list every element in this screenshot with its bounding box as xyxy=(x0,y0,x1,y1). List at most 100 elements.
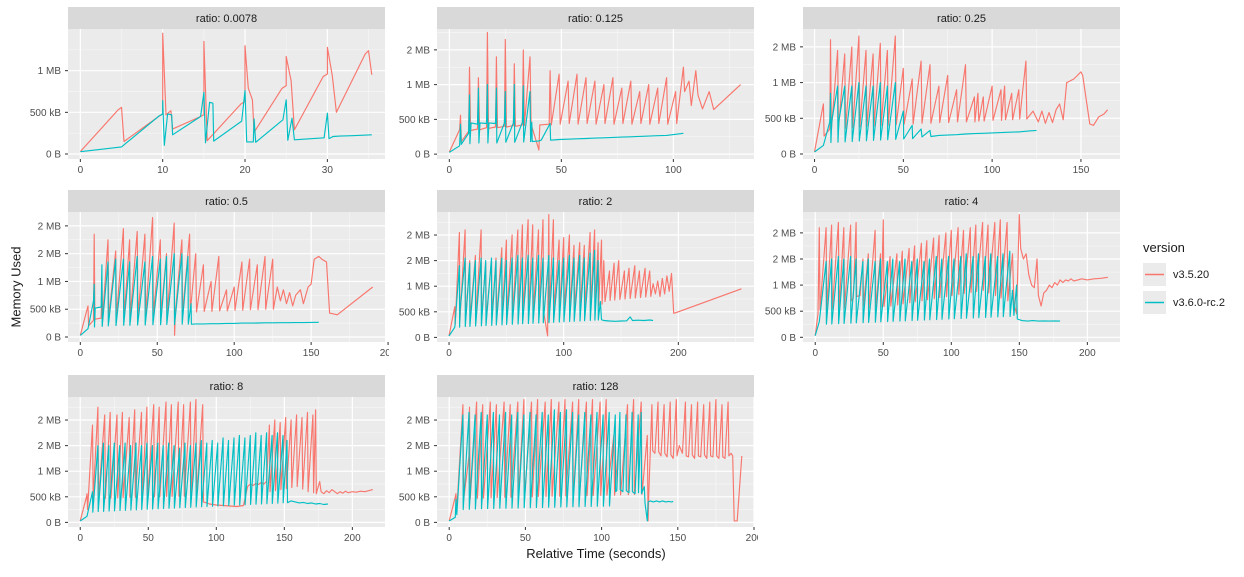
series-line-v3-5-20 xyxy=(79,32,373,152)
y-tick-label: 500 kB xyxy=(30,108,61,119)
x-tick-label: 150 xyxy=(1073,165,1090,176)
x-tick-label: 150 xyxy=(669,533,686,544)
x-tick-label: 0 xyxy=(77,533,83,544)
facet-ratio-0-5: ratio: 0.5 0 50 100 150 200 0 B 500 kB 1 MB 2 MB 2… xyxy=(30,190,389,359)
y-tick-label: 0 B xyxy=(781,333,796,344)
legend-line-sample-icon xyxy=(1145,301,1164,304)
facet-ratio-0-125: ratio: 0.125 0 50 100 0 B 500 kB 1 MB 2 MB xyxy=(399,7,754,176)
x-tick-label: 150 xyxy=(1011,348,1028,359)
x-tick-label: 100 xyxy=(208,533,225,544)
x-tick-label: 0 xyxy=(446,348,452,359)
y-tick-label: 2 MB xyxy=(38,249,62,260)
facet-strip xyxy=(68,375,385,397)
series-line-v3-6-0-rc-2 xyxy=(79,432,328,522)
y-tick-label: 500 kB xyxy=(399,307,430,318)
facet-strip xyxy=(437,190,754,212)
facet-strip-label: ratio: 2 xyxy=(579,196,613,208)
x-tick-label: 100 xyxy=(984,165,1001,176)
legend-item-label: v3.6.0-rc.2 xyxy=(1173,296,1225,309)
y-tick-label: 1 MB xyxy=(407,467,431,478)
x-tick-label: 100 xyxy=(555,348,572,359)
series-line-v3-6-0-rc-2 xyxy=(814,250,1061,336)
facet-ratio-0-25: ratio: 0.25 0 50 100 150 0 B 500 kB 1 MB 2 MB xyxy=(765,7,1120,176)
x-tick-label: 200 xyxy=(1079,348,1096,359)
y-tick-label: 2 MB xyxy=(38,221,62,232)
facet-ratio-128: ratio: 128 0 50 100 150 200 0 B 500 kB 1 MB 2 MB 2… xyxy=(399,375,758,544)
y-tick-label: 500 kB xyxy=(30,305,61,316)
legend-key-swatch xyxy=(1143,291,1166,314)
x-tick-label: 150 xyxy=(276,533,293,544)
y-tick-label: 0 B xyxy=(46,518,61,529)
y-tick-label: 1 MB xyxy=(38,467,62,478)
y-tick-label: 1 MB xyxy=(773,281,797,292)
x-tick-label: 200 xyxy=(344,533,361,544)
y-tick-label: 500 kB xyxy=(399,492,430,503)
facet-ratio-2: ratio: 2 0 100 200 0 B 500 kB 1 MB 2 MB 2 MB xyxy=(399,190,754,359)
x-tick-label: 200 xyxy=(670,348,687,359)
legend-key-swatch xyxy=(1143,263,1166,286)
x-tick-label: 100 xyxy=(593,533,610,544)
series-line-v3-6-0-rc-2 xyxy=(448,249,654,337)
x-tick-label: 100 xyxy=(665,165,682,176)
panel-background xyxy=(68,29,385,159)
x-tick-label: 0 xyxy=(447,165,453,176)
legend: version v3.5.20 v3.6.0-rc.2 xyxy=(1143,240,1243,319)
legend-title: version xyxy=(1143,240,1185,255)
y-tick-label: 2 MB xyxy=(38,416,62,427)
legend-item-v3-6-0-rc-2: v3.6.0-rc.2 xyxy=(1143,291,1243,314)
series-line-v3-5-20 xyxy=(79,399,373,522)
y-tick-label: 0 B xyxy=(46,333,61,344)
y-tick-label: 0 B xyxy=(781,150,796,161)
series-line-v3-6-0-rc-2 xyxy=(814,82,1037,153)
x-tick-label: 50 xyxy=(143,533,155,544)
y-tick-label: 2 MB xyxy=(407,256,431,267)
x-tick-label: 0 xyxy=(812,165,818,176)
y-tick-label: 500 kB xyxy=(399,115,430,126)
y-tick-label: 500 kB xyxy=(765,307,796,318)
y-tick-label: 2 MB xyxy=(407,45,431,56)
x-tick-label: 50 xyxy=(520,533,532,544)
x-tick-label: 0 xyxy=(812,348,818,359)
series-line-v3-6-0-rc-2 xyxy=(79,253,319,336)
x-tick-label: 200 xyxy=(746,533,758,544)
facet-strip-label: ratio: 0.5 xyxy=(205,196,248,208)
x-tick-label: 10 xyxy=(157,165,169,176)
facet-strip xyxy=(803,7,1120,29)
facet-strip xyxy=(803,190,1120,212)
facet-ratio-8: ratio: 8 0 50 100 150 200 0 B 500 kB 1 MB 2 MB 2 M… xyxy=(30,375,385,544)
x-axis-title: Relative Time (seconds) xyxy=(526,546,666,561)
facet-strip-label: ratio: 0.25 xyxy=(937,13,986,25)
x-tick-label: 0 xyxy=(446,533,452,544)
y-tick-label: 1 MB xyxy=(38,66,62,77)
x-tick-label: 0 xyxy=(78,165,84,176)
series-line-v3-5-20 xyxy=(813,35,1109,153)
x-tick-label: 50 xyxy=(152,348,164,359)
y-tick-label: 1 MB xyxy=(407,80,431,91)
y-tick-label: 0 B xyxy=(415,333,430,344)
x-tick-label: 50 xyxy=(878,348,890,359)
y-tick-label: 500 kB xyxy=(30,492,61,503)
series-line-v3-6-0-rc-2 xyxy=(448,409,674,522)
legend-line-sample-icon xyxy=(1145,273,1164,276)
y-tick-label: 0 B xyxy=(46,150,61,161)
facet-strip xyxy=(437,7,754,29)
series-line-v3-5-20 xyxy=(448,31,741,153)
x-tick-label: 100 xyxy=(943,348,960,359)
x-tick-label: 50 xyxy=(556,165,568,176)
facet-strip-label: ratio: 0.0078 xyxy=(196,13,257,25)
facet-strip xyxy=(437,375,754,397)
legend-item-v3-5-20: v3.5.20 xyxy=(1143,263,1243,286)
y-tick-label: 0 B xyxy=(415,518,430,529)
panel-background xyxy=(68,212,385,342)
x-tick-label: 150 xyxy=(303,348,320,359)
facet-strip-label: ratio: 128 xyxy=(573,381,619,393)
facet-strip xyxy=(68,7,385,29)
facet-strip-label: ratio: 4 xyxy=(945,196,979,208)
y-tick-label: 1 MB xyxy=(773,78,797,89)
series-line-v3-5-20 xyxy=(814,214,1108,336)
x-tick-label: 0 xyxy=(78,348,84,359)
y-tick-label: 2 MB xyxy=(773,254,797,265)
y-tick-label: 1 MB xyxy=(38,277,62,288)
